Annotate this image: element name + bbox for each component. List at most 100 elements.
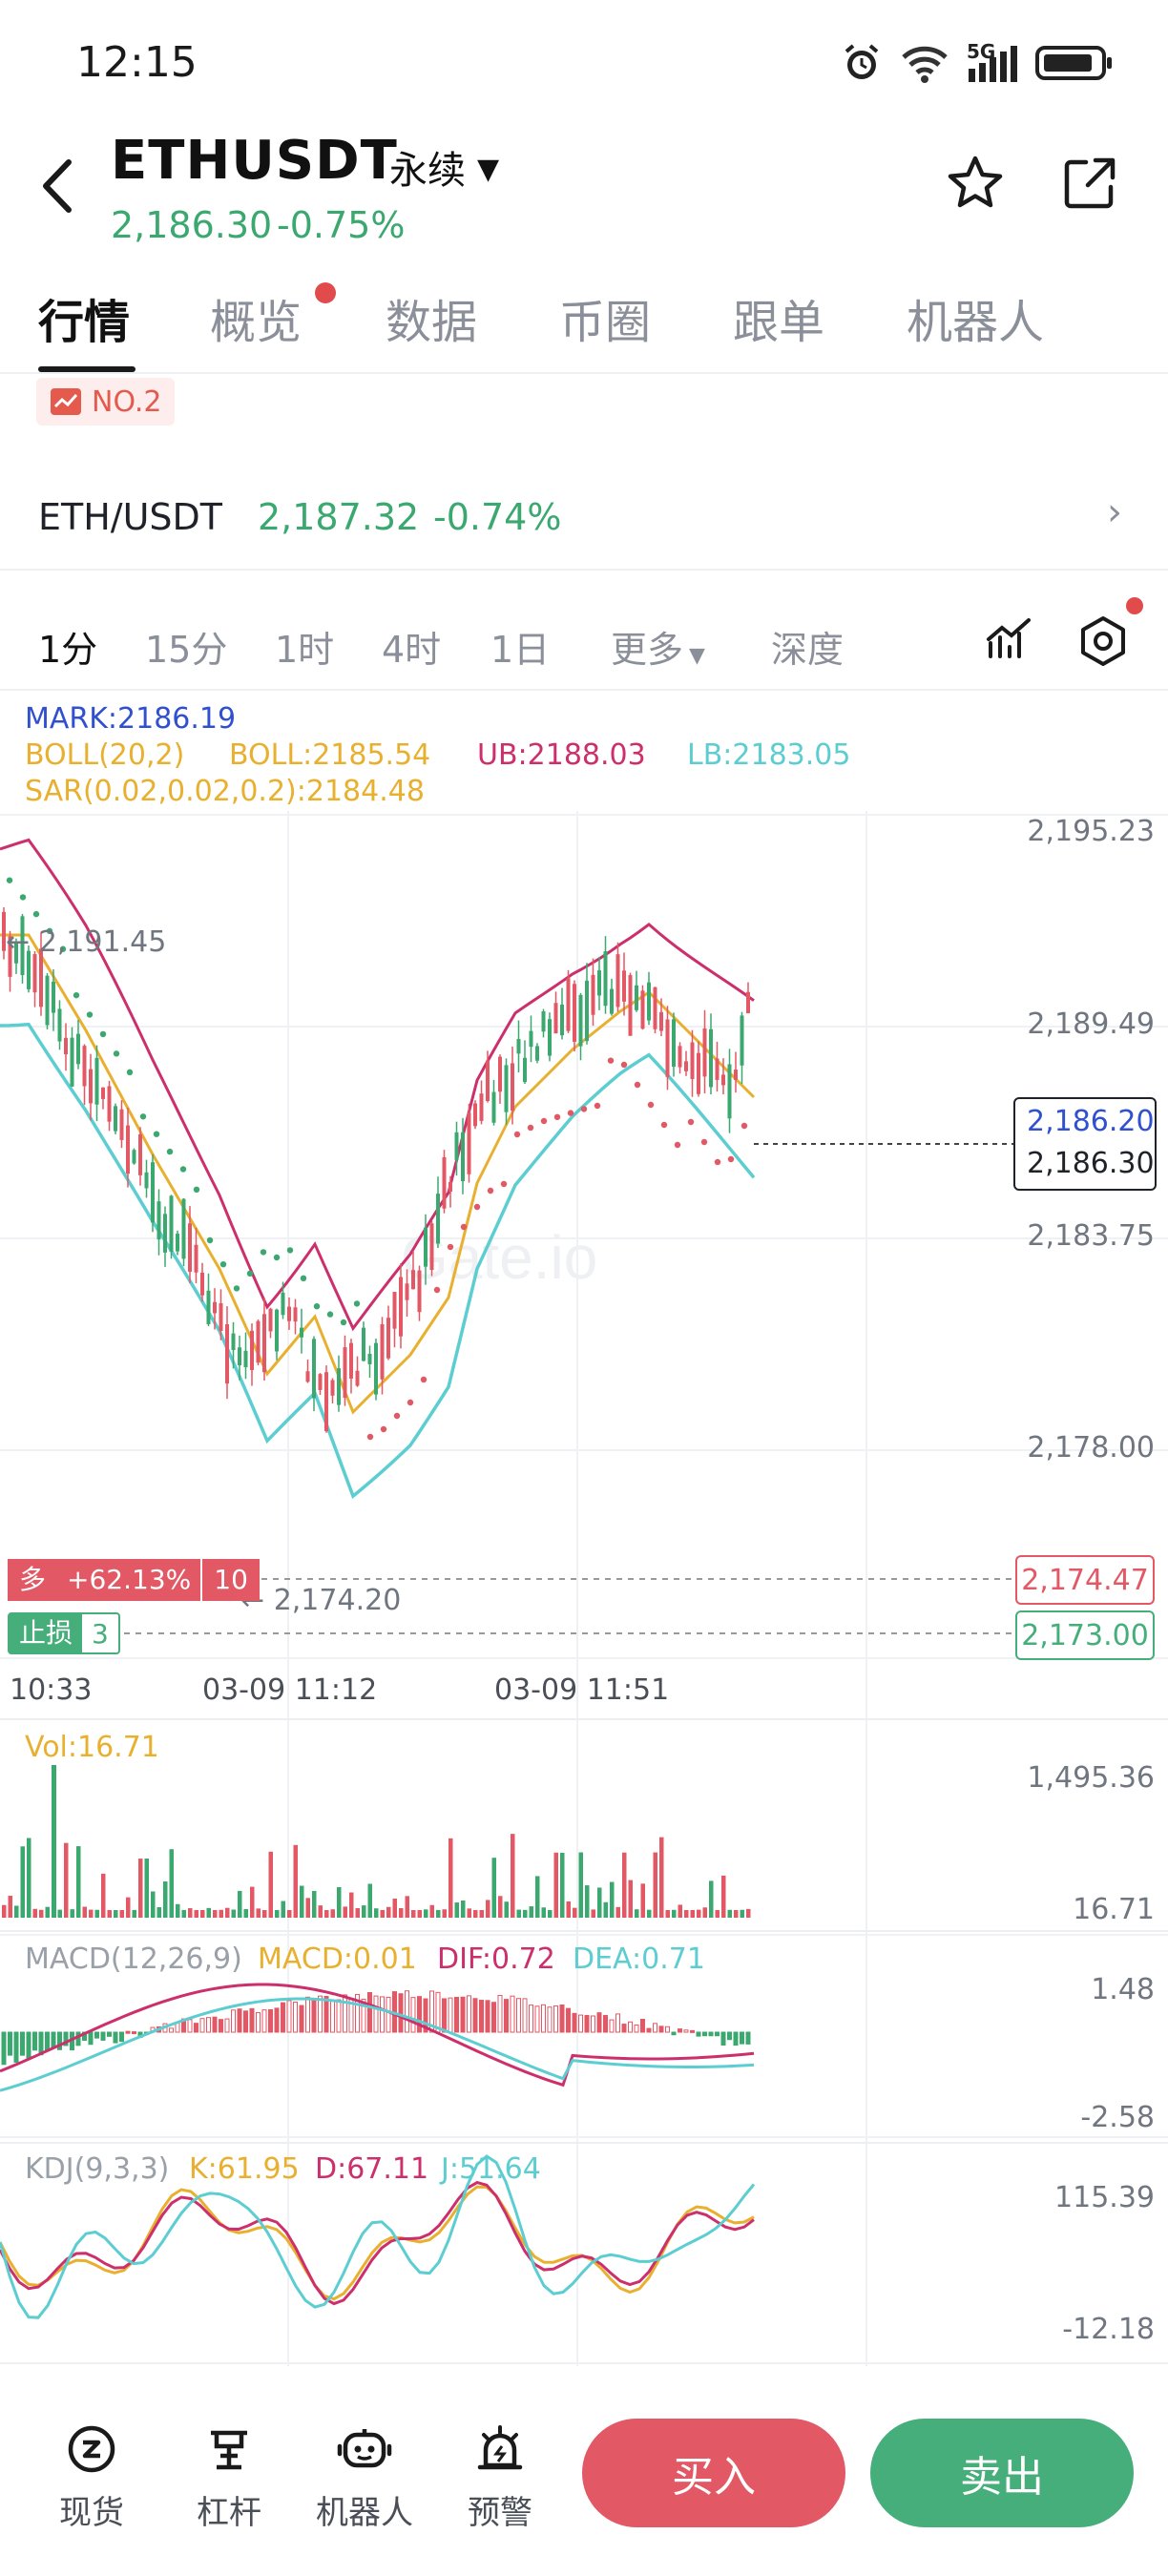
tab-data[interactable]: 数据 <box>386 296 478 349</box>
macd-bar <box>720 2031 726 2046</box>
kline-chart[interactable]: Gate.io <box>0 811 1168 2366</box>
volume-bar <box>734 1909 739 1918</box>
volume-bar <box>746 1908 751 1918</box>
volume-bar <box>697 1909 701 1918</box>
macd-bar <box>361 1999 366 2033</box>
chevron-right-icon[interactable]: › <box>1107 490 1122 534</box>
nav-alert[interactable]: 预警 <box>443 2423 557 2533</box>
kdj-k-legend: K:61.95 <box>189 2152 300 2186</box>
volume-bar <box>640 1883 645 1918</box>
indicator-chart-icon[interactable] <box>983 614 1036 668</box>
candle-body <box>429 1223 434 1271</box>
macd-bar <box>609 2019 615 2033</box>
volume-bar <box>380 1909 385 1918</box>
candle-body <box>504 1065 509 1112</box>
pair-dropdown-icon[interactable]: ▼ <box>477 153 500 186</box>
candle-body <box>615 954 620 1008</box>
volume-bar <box>287 1910 292 1918</box>
sar-dot <box>433 1286 441 1294</box>
volume-bar <box>268 1851 273 1918</box>
macd-bar <box>237 2008 242 2033</box>
sar-dot <box>300 1275 307 1281</box>
interval-1m[interactable]: 1分 <box>38 629 98 671</box>
interval-depth[interactable]: 深度 <box>771 629 845 671</box>
interval-4h[interactable]: 4时 <box>382 629 442 671</box>
macd-lines <box>0 1983 755 2092</box>
candle-body <box>305 1371 310 1382</box>
share-icon[interactable] <box>1059 153 1120 214</box>
contract-type[interactable]: 永续 <box>389 149 466 193</box>
candle-body <box>330 1380 335 1396</box>
rank-badge[interactable]: NO.2 <box>36 378 176 426</box>
time-axis-label: 10:33 <box>10 1673 93 1707</box>
volume-bar <box>126 1897 131 1918</box>
macd-bar <box>94 2031 99 2039</box>
volume-bar <box>256 1908 261 1918</box>
candle-body <box>461 1132 465 1182</box>
macd-bar <box>398 1993 404 2033</box>
interval-15m[interactable]: 15分 <box>145 629 228 671</box>
volume-bar <box>684 1909 689 1918</box>
macd-bar <box>504 1999 509 2033</box>
volume-bar <box>479 1909 484 1918</box>
candle-body <box>399 1277 403 1337</box>
tab-copy-trade[interactable]: 跟单 <box>733 296 825 349</box>
kdj-j-legend: J:51.64 <box>441 2152 541 2186</box>
chart-settings-icon[interactable] <box>1076 614 1130 668</box>
macd-bar <box>467 1995 471 2033</box>
nav-robot[interactable]: 机器人 <box>307 2423 422 2533</box>
macd-bar <box>553 2005 558 2033</box>
candle-body <box>454 1132 459 1160</box>
sell-button[interactable]: 卖出 <box>870 2419 1134 2527</box>
macd-bar <box>26 2031 31 2060</box>
macd-bar <box>1 2031 7 2066</box>
volume-bar <box>225 1907 230 1918</box>
macd-params-legend: MACD(12,26,9) <box>25 1942 242 1976</box>
favorite-star-icon[interactable] <box>945 153 1006 214</box>
candle-body <box>163 1214 167 1253</box>
volume-bar <box>516 1909 521 1918</box>
volume-bar <box>200 1910 205 1918</box>
interval-1h[interactable]: 1时 <box>275 629 335 671</box>
nav-leverage[interactable]: 杠杆 <box>172 2423 286 2533</box>
volume-bar <box>76 1846 81 1918</box>
macd-bar <box>615 2013 620 2033</box>
sar-dot <box>553 1113 561 1120</box>
volume-bar <box>665 1909 670 1918</box>
volume-bar <box>436 1909 441 1918</box>
stop-loss-tag[interactable]: 止损 3 <box>8 1612 120 1654</box>
nav-spot[interactable]: 现货 <box>34 2423 149 2533</box>
macd-bar <box>125 2030 131 2034</box>
candle-body <box>479 1093 484 1121</box>
candle-body <box>684 1061 688 1071</box>
volume-bar <box>324 1909 329 1918</box>
sar-dot <box>740 1122 748 1130</box>
tab-bots[interactable]: 机器人 <box>907 296 1045 349</box>
candle-body <box>138 1133 142 1175</box>
tab-overview[interactable]: 概览 <box>210 296 302 349</box>
volume-bar <box>238 1890 242 1918</box>
position-tag[interactable]: 多 +62.13% 10 <box>8 1559 260 1601</box>
volume-bar <box>610 1881 615 1918</box>
volume-bar <box>114 1910 118 1918</box>
sar-dot <box>727 1155 735 1163</box>
candle-body <box>672 1019 676 1068</box>
candle-body <box>256 1320 261 1363</box>
sar-dot <box>393 1412 401 1420</box>
interval-1d[interactable]: 1日 <box>490 629 551 671</box>
tab-market[interactable]: 行情 <box>38 296 131 349</box>
candle-body <box>411 1270 415 1290</box>
pair-symbol[interactable]: ETHUSDT <box>111 130 398 192</box>
buy-button[interactable]: 买入 <box>582 2419 845 2527</box>
sar-dot <box>46 927 53 935</box>
candlesticks <box>2 906 750 1433</box>
back-arrow-icon[interactable] <box>34 153 82 219</box>
interval-more[interactable]: 更多 ▼ <box>611 620 705 673</box>
volume-bar <box>349 1892 354 1918</box>
interval-more-label: 更多 <box>611 629 684 671</box>
tab-community[interactable]: 币圈 <box>559 296 652 349</box>
candle-body <box>697 1052 700 1094</box>
header-change-pct: -0.75% <box>277 204 406 246</box>
candle-body <box>498 1056 502 1092</box>
ticker-pair[interactable]: ETH/USDT <box>38 496 223 538</box>
